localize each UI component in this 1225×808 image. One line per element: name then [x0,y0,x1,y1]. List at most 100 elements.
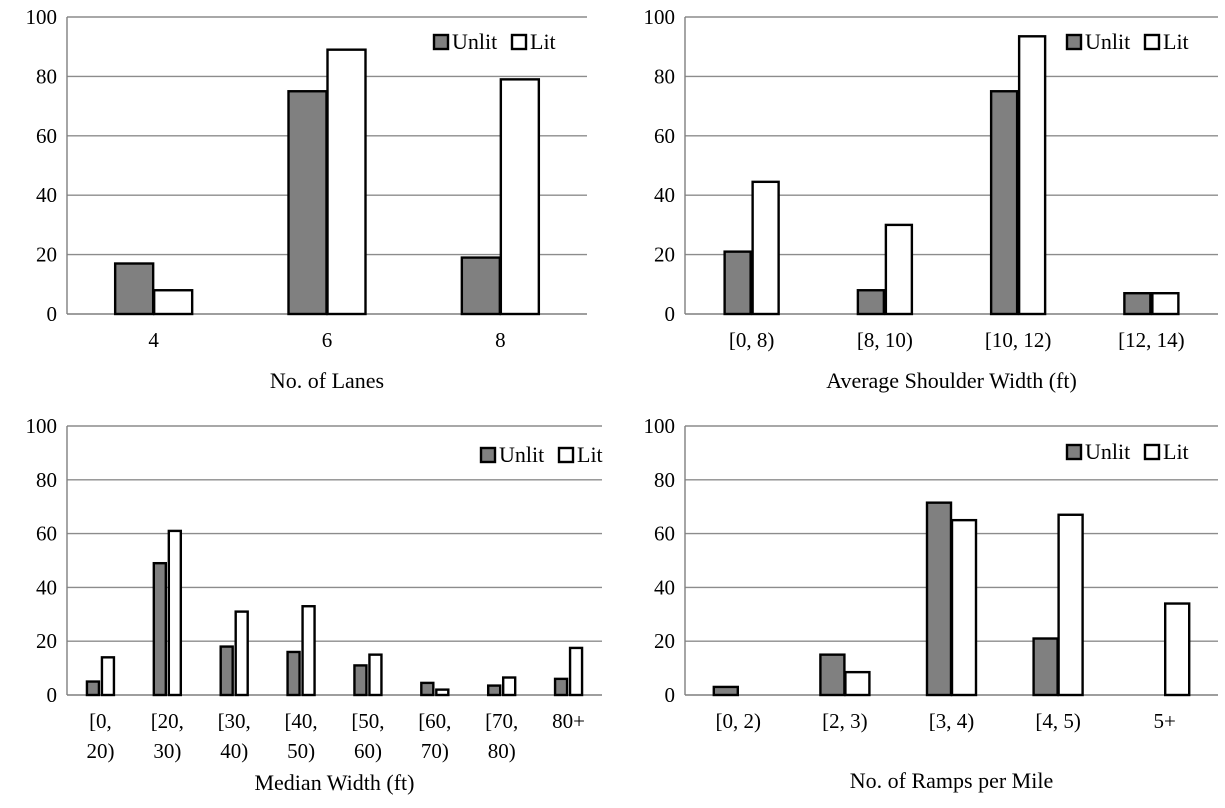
legend: Unlit Lit [1065,439,1189,464]
bar-unlit [486,684,502,697]
x-axis-title: No. of Lanes [270,368,384,393]
bar-lit [884,223,914,316]
bar-lit [1163,602,1191,697]
y-tick-label: 20 [654,629,675,653]
bar-lit [499,78,541,316]
bar-unlit [460,256,502,316]
legend-swatch-lit [557,446,575,464]
bar-unlit [353,664,368,697]
x-tick-label: 5+ [1154,709,1176,733]
x-tick-label: [10, 12) [985,328,1052,352]
legend-swatch-unlit [1065,443,1083,461]
bar-unlit [989,90,1019,316]
bar-lit [100,656,116,697]
x-tick-label: [60, 70) [418,709,451,763]
bar-lit [167,529,183,697]
bar-unlit [152,561,168,697]
x-tick-label: 4 [148,328,159,352]
bar-unlit [287,90,328,316]
legend-label: Lit [1163,439,1189,464]
bar-lit [568,646,584,697]
y-tick-label: 60 [654,522,675,546]
x-tick-label: [0, 2) [716,709,762,733]
bar-lit [234,610,249,697]
y-tick-label: 0 [47,302,58,326]
legend: Unlit Lit [1065,29,1189,54]
x-tick-label: 8 [495,328,506,352]
x-tick-label: [0, 8) [729,328,775,352]
bar-lit [1057,513,1084,697]
x-tick-label: [4, 5) [1035,709,1081,733]
legend-swatch-unlit [479,446,497,464]
bar-unlit [712,685,739,697]
bar-lit [368,653,383,697]
y-tick-label: 40 [36,575,57,599]
y-tick-label: 60 [654,124,675,148]
x-tick-label: [3, 4) [929,709,975,733]
bar-unlit [420,681,435,697]
y-tick-label: 100 [26,5,58,29]
bar-lit [1151,292,1180,316]
y-tick-label: 60 [36,522,57,546]
chart-panel-1: 0 20 40 60 80 100 4 6 8 No. of Lanes Unlit Lit [26,5,587,393]
bar-unlit [925,501,953,697]
legend-label: Lit [577,442,603,467]
legend-label: Lit [530,29,556,54]
bar-lit [301,605,316,697]
x-tick-label: 6 [322,328,333,352]
bar-unlit [286,650,301,697]
y-tick-label: 40 [36,183,57,207]
x-tick-label: [2, 3) [822,709,868,733]
legend-swatch-lit [1143,443,1161,461]
y-tick-label: 0 [47,683,58,707]
x-tick-label: [30, 40) [218,709,251,763]
y-tick-label: 40 [654,183,675,207]
y-tick-label: 40 [654,575,675,599]
bar-lit [1017,35,1047,316]
x-tick-label: [20, 30) [151,709,184,763]
legend-label: Unlit [1085,439,1130,464]
legend-swatch-unlit [1065,33,1083,51]
bar-unlit [553,677,569,697]
bar-unlit [1123,292,1152,316]
bar-lit [435,688,450,697]
legend: Unlit Lit [432,29,556,54]
chart-panel-2: 0 20 40 60 80 100 [0, 8) [8, 10) [10, 12) [12, 14… [644,5,1218,393]
bar-unlit [1032,637,1059,697]
legend-swatch-unlit [432,33,450,51]
bar-unlit [819,653,846,697]
legend-swatch-lit [510,33,528,51]
bar-unlit [85,680,101,697]
legend: Unlit Lit [479,442,603,467]
legend-swatch-lit [1143,33,1161,51]
y-tick-label: 100 [644,414,676,438]
x-axis-title: No. of Ramps per Mile [850,768,1053,793]
chart-panel-4: 0 20 40 60 80 100 [0, 2) [2, 3) [3, 4) [4, 5) 5+ No… [644,414,1218,793]
bar-lit [751,180,780,316]
bar-unlit [219,645,234,697]
y-tick-label: 0 [665,683,676,707]
y-tick-label: 100 [644,5,676,29]
bar-lit [501,676,517,697]
x-tick-label: [70, 80) [485,709,518,763]
y-tick-label: 80 [654,64,675,88]
legend-label: Unlit [1085,29,1130,54]
x-tick-label: [0, 20) [86,709,114,763]
y-tick-label: 80 [654,468,675,492]
bar-lit [844,670,871,697]
x-axis-title: Average Shoulder Width (ft) [826,368,1077,393]
x-tick-label: 80+ [552,709,585,733]
y-tick-label: 60 [36,124,57,148]
y-tick-label: 20 [36,629,57,653]
y-tick-label: 20 [654,243,675,267]
y-tick-label: 80 [36,64,57,88]
y-tick-label: 100 [26,414,58,438]
bar-lit [950,518,978,697]
y-tick-label: 0 [665,302,676,326]
legend-label: Unlit [452,29,497,54]
x-axis-title: Median Width (ft) [254,770,414,795]
legend-label: Lit [1163,29,1189,54]
y-tick-label: 80 [36,468,57,492]
